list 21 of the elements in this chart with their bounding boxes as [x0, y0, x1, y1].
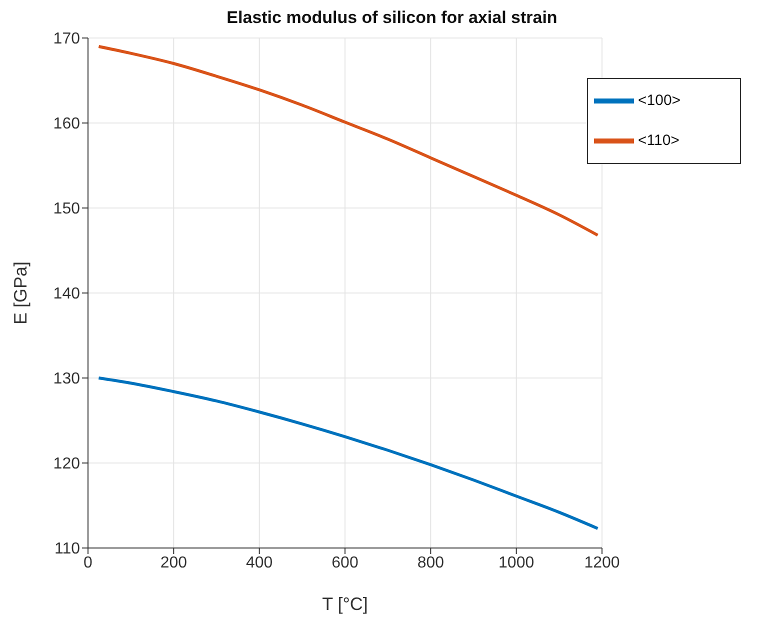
chart-title: Elastic modulus of silicon for axial strain — [226, 8, 558, 28]
line-series — [97, 376, 600, 530]
legend-label: <100> — [638, 92, 681, 110]
legend-label: <110> — [638, 132, 680, 150]
x-tick-label: 200 — [160, 554, 188, 572]
y-tick-label: 150 — [53, 200, 80, 218]
x-tick-label: 600 — [332, 554, 358, 572]
y-tick-label: 130 — [53, 370, 80, 388]
x-tick-label: 0 — [84, 554, 93, 572]
x-axis-title: T [°C] — [322, 594, 368, 614]
line-series — [97, 45, 600, 237]
y-tick-label: 110 — [54, 540, 80, 558]
x-tick-label: 400 — [246, 554, 273, 572]
y-tick-label: 120 — [53, 456, 80, 473]
y-axis-title: E [GPa] — [10, 261, 30, 325]
y-tick-label: 140 — [53, 286, 80, 303]
x-tick-label: 1000 — [498, 554, 534, 572]
x-tick-label: 800 — [417, 554, 444, 572]
y-tick-label: 170 — [53, 30, 80, 48]
y-tick-label: 160 — [53, 116, 80, 133]
x-tick-label: 1200 — [584, 554, 620, 572]
